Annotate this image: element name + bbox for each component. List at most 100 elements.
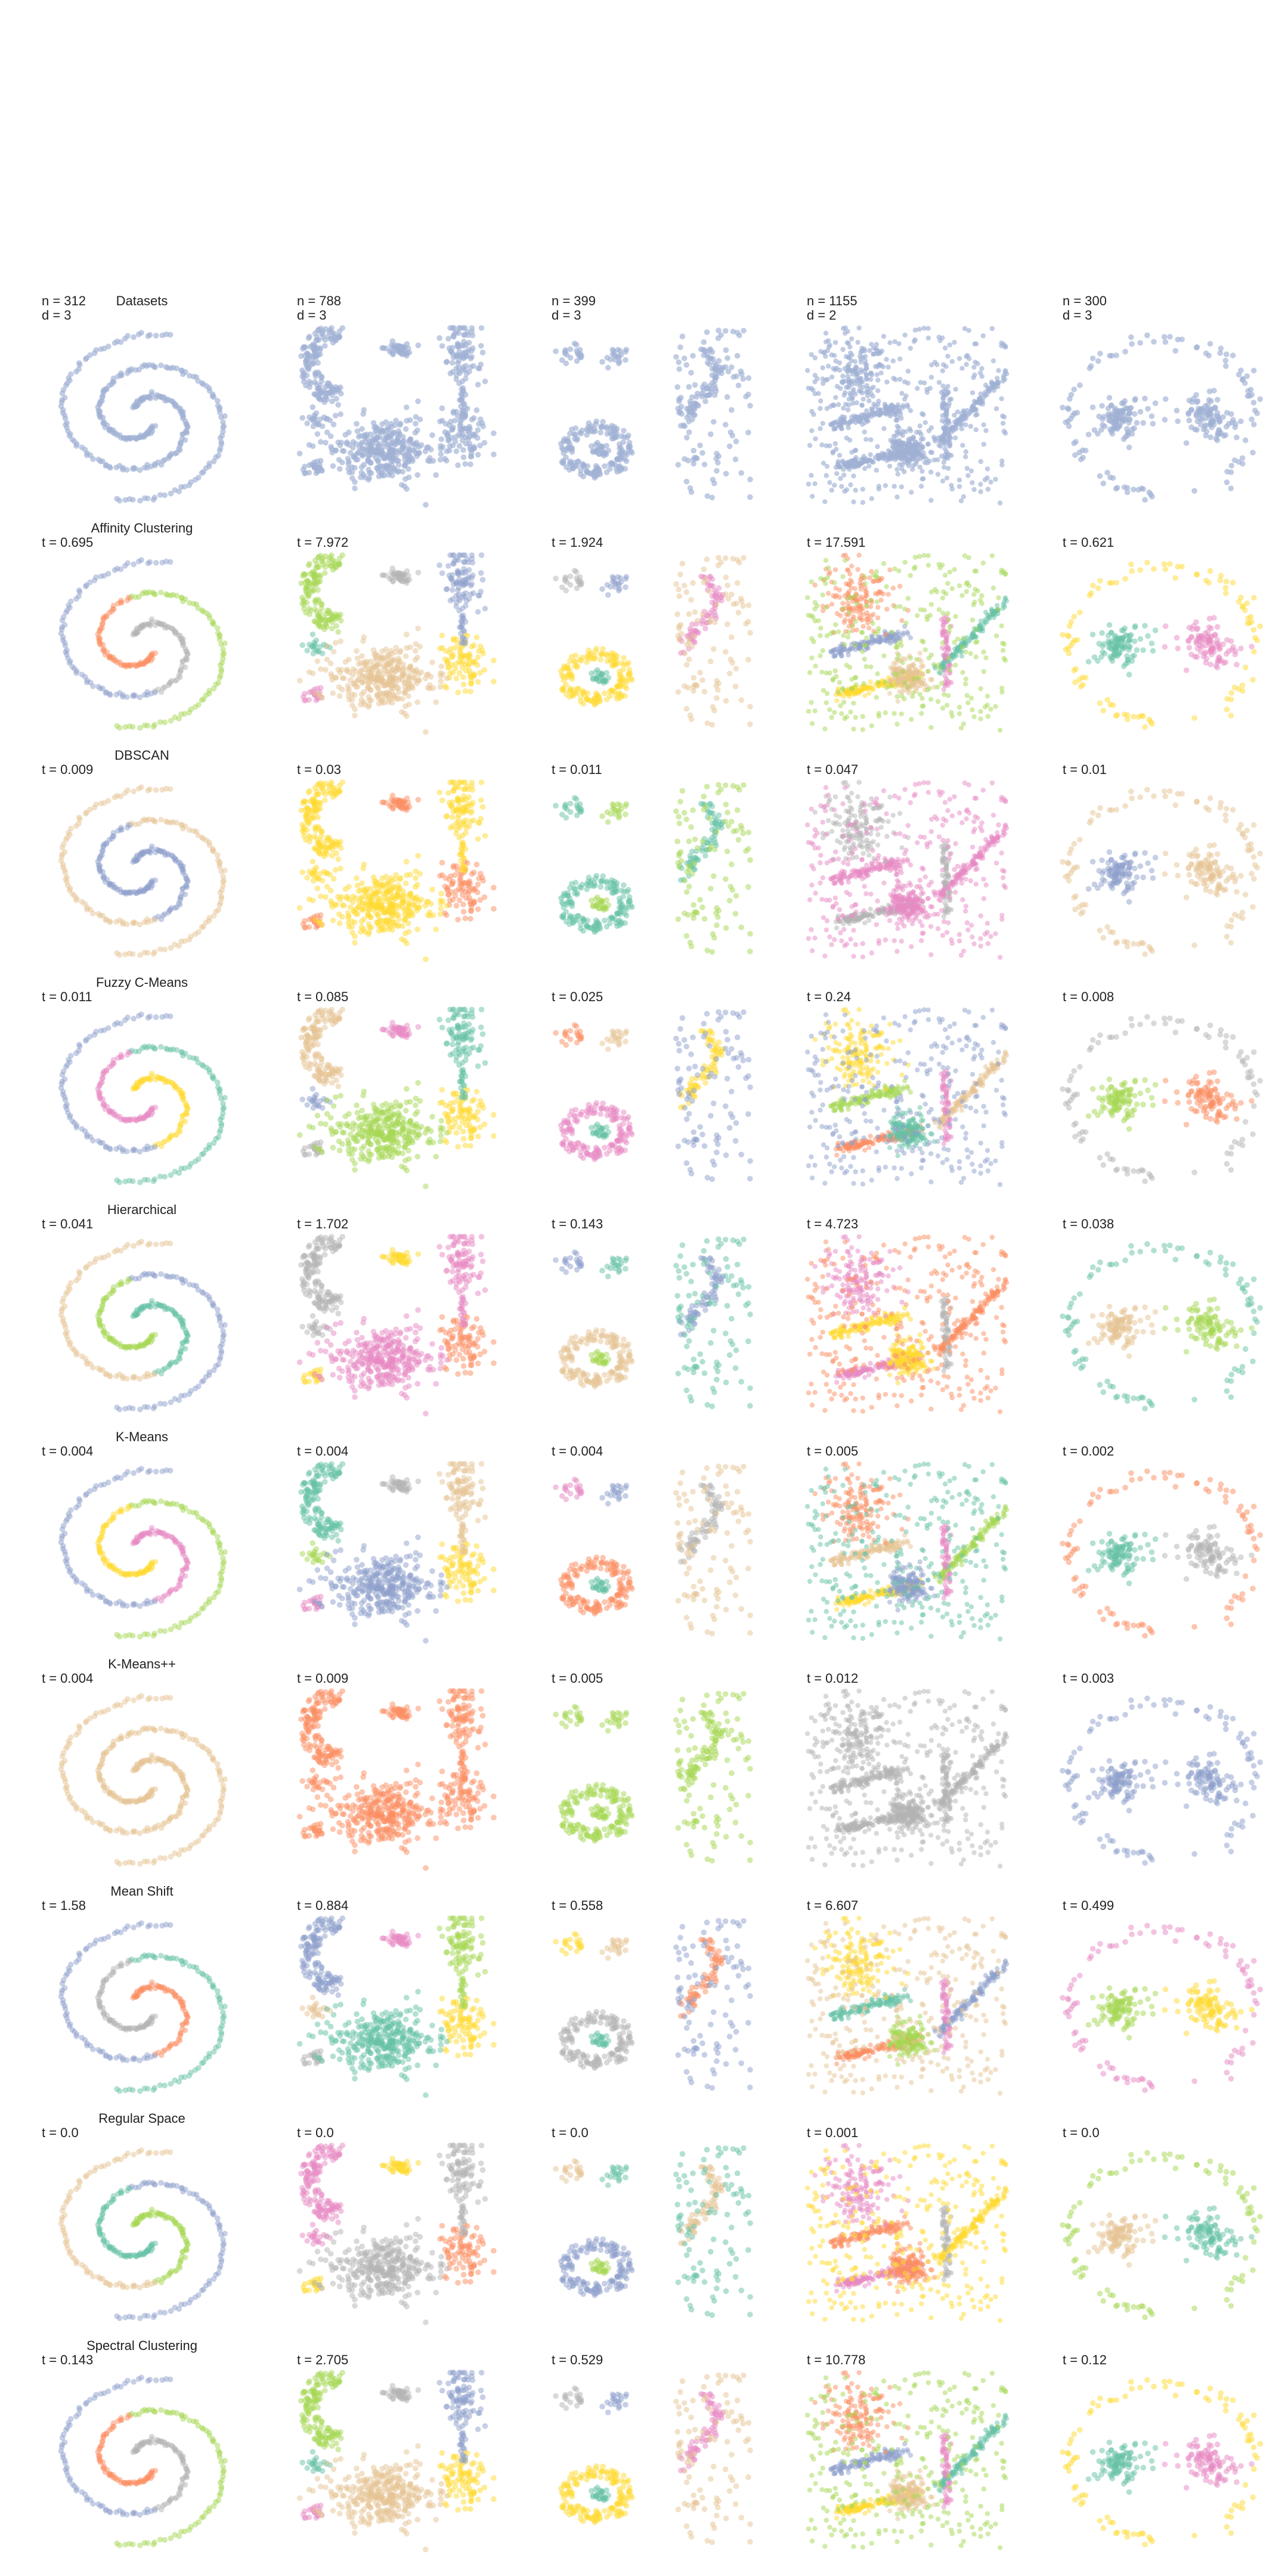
- data-point: [335, 402, 341, 408]
- data-point: [849, 336, 854, 342]
- data-point: [318, 439, 324, 445]
- data-point: [315, 337, 322, 343]
- data-point: [850, 396, 855, 402]
- data-point: [400, 677, 405, 683]
- data-point: [344, 439, 350, 445]
- data-point: [559, 357, 565, 363]
- data-point: [604, 582, 611, 588]
- data-point: [929, 450, 935, 456]
- data-point: [624, 434, 630, 441]
- data-point: [333, 395, 339, 402]
- data-point: [439, 405, 445, 411]
- data-point: [997, 500, 1003, 506]
- data-point: [350, 672, 356, 678]
- data-point: [377, 654, 384, 660]
- data-point: [711, 392, 718, 398]
- data-point: [856, 325, 862, 331]
- data-point: [940, 368, 946, 374]
- data-point: [743, 394, 749, 400]
- data-point: [618, 660, 625, 667]
- data-point: [1183, 440, 1190, 446]
- data-point: [460, 385, 466, 391]
- data-point: [305, 562, 312, 568]
- data-point: [818, 398, 823, 404]
- data-point: [405, 447, 412, 453]
- data-point: [467, 583, 474, 589]
- data-point: [460, 612, 466, 618]
- data-point: [413, 667, 420, 673]
- data-point: [818, 405, 823, 411]
- data-point: [1134, 420, 1140, 426]
- data-point: [1207, 340, 1213, 347]
- scatter-panel: [296, 325, 497, 508]
- data-point: [148, 389, 155, 395]
- data-point: [825, 348, 830, 354]
- data-point: [1145, 405, 1151, 412]
- data-point: [673, 354, 679, 360]
- data-point: [560, 460, 566, 466]
- data-point: [469, 575, 475, 581]
- data-point: [390, 677, 396, 684]
- data-point: [878, 636, 884, 642]
- timing-label: t = 0.003: [1063, 1671, 1114, 1686]
- data-point: [395, 573, 402, 579]
- data-point: [350, 666, 357, 672]
- data-point: [444, 358, 450, 365]
- data-point: [437, 646, 443, 652]
- data-point: [323, 389, 329, 395]
- data-point: [738, 470, 744, 476]
- data-point: [970, 480, 975, 485]
- data-point: [968, 423, 974, 429]
- data-point: [323, 667, 329, 673]
- data-point: [1109, 352, 1115, 359]
- data-point: [304, 420, 310, 426]
- data-point: [138, 557, 144, 563]
- data-point: [920, 671, 925, 677]
- data-point: [439, 671, 446, 677]
- data-point: [471, 445, 477, 451]
- data-point: [403, 351, 409, 357]
- data-point: [738, 697, 744, 703]
- data-point: [477, 442, 483, 449]
- data-point: [572, 690, 578, 696]
- data-point: [946, 428, 951, 434]
- data-point: [476, 648, 482, 654]
- data-point: [1003, 595, 1008, 600]
- data-point: [932, 360, 938, 365]
- scatter-panel: [296, 552, 497, 735]
- data-point: [336, 328, 343, 335]
- data-point: [314, 431, 321, 437]
- data-point: [369, 670, 375, 676]
- data-point: [460, 454, 467, 460]
- data-point: [952, 339, 957, 345]
- data-point: [959, 417, 965, 423]
- dataset-n-label: n = 788: [297, 293, 341, 308]
- data-point: [323, 617, 329, 623]
- data-point: [745, 429, 751, 436]
- data-point: [980, 626, 986, 631]
- data-point: [716, 327, 722, 333]
- data-point: [167, 559, 174, 565]
- data-point: [945, 383, 950, 389]
- data-point: [455, 689, 461, 695]
- data-point: [818, 426, 823, 431]
- data-point: [953, 426, 959, 432]
- data-point: [371, 662, 377, 668]
- data-point: [562, 574, 569, 580]
- data-point: [716, 358, 722, 364]
- data-point: [475, 451, 481, 458]
- data-point: [1000, 379, 1006, 384]
- data-point: [909, 490, 914, 495]
- data-point: [220, 425, 226, 431]
- data-point: [617, 463, 623, 469]
- data-point: [332, 640, 339, 646]
- timing-label: t = 0.047: [807, 762, 858, 777]
- data-point: [1001, 414, 1007, 420]
- data-point: [336, 466, 343, 472]
- data-point: [377, 426, 384, 433]
- data-point: [1128, 334, 1134, 340]
- data-point: [461, 401, 467, 407]
- data-point: [853, 487, 859, 493]
- data-point: [394, 458, 400, 464]
- data-point: [894, 467, 900, 472]
